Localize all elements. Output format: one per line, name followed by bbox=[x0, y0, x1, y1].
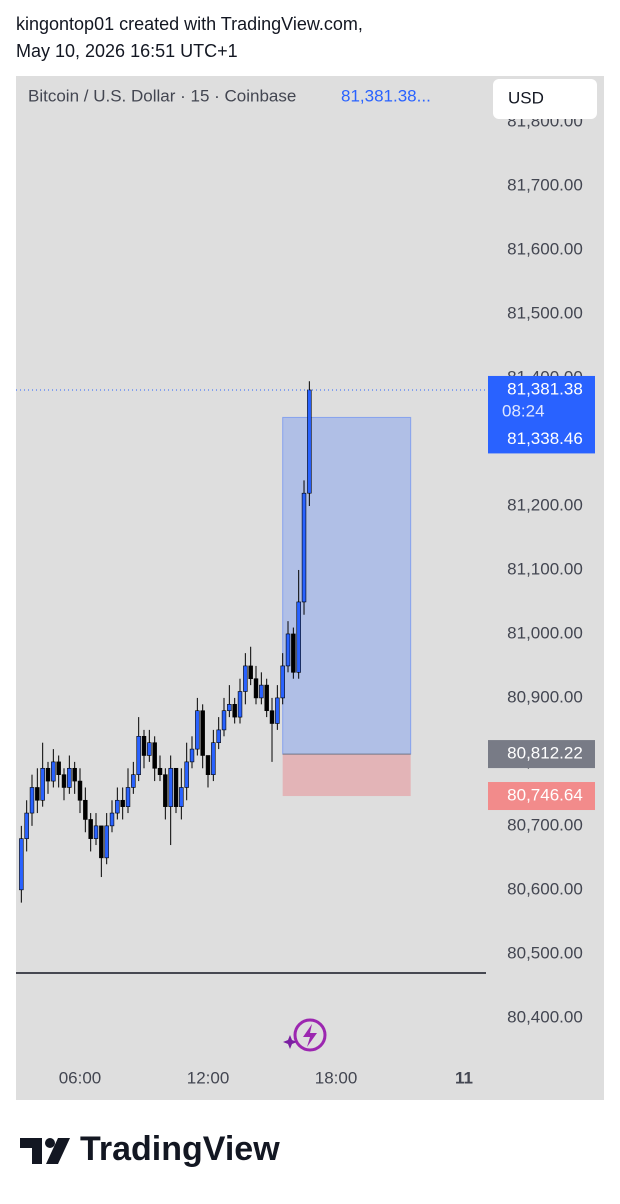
candle-body bbox=[136, 735, 141, 775]
candle-body bbox=[147, 742, 152, 756]
candle-body bbox=[237, 691, 243, 718]
candle-body bbox=[35, 787, 40, 801]
candle-body bbox=[227, 704, 232, 712]
candle-body bbox=[243, 665, 248, 692]
candle-body bbox=[291, 633, 296, 673]
candle-body bbox=[29, 787, 35, 814]
candle-body bbox=[83, 799, 88, 820]
candle-body bbox=[40, 767, 45, 801]
target-box bbox=[488, 425, 595, 454]
current-price-box bbox=[488, 375, 595, 426]
candle-body bbox=[163, 774, 168, 807]
candle-body bbox=[77, 780, 83, 801]
candle-body bbox=[141, 735, 147, 756]
candle-body bbox=[109, 812, 115, 827]
current-price-label: 81,381.38 bbox=[507, 379, 583, 398]
x-tick-label: 06:00 bbox=[59, 1068, 102, 1087]
candle-body bbox=[131, 774, 136, 788]
candle-body bbox=[205, 755, 211, 775]
y-tick-label: 81,700.00 bbox=[507, 176, 583, 195]
y-tick-label: 80,500.00 bbox=[507, 943, 583, 962]
candle-body bbox=[61, 774, 67, 788]
candle-body bbox=[259, 684, 264, 699]
candle-body bbox=[189, 748, 195, 763]
candle-body bbox=[67, 767, 72, 788]
candle-body bbox=[72, 767, 77, 782]
header-line: kingontop01 created with TradingView.com… bbox=[16, 14, 363, 34]
currency-label: USD bbox=[508, 88, 544, 107]
candle-body bbox=[173, 767, 179, 807]
candle-body bbox=[45, 767, 51, 782]
candle-body bbox=[99, 825, 104, 859]
y-tick-label: 81,600.00 bbox=[507, 240, 583, 259]
candle-body bbox=[200, 710, 205, 756]
x-tick-label: 11 bbox=[455, 1068, 473, 1087]
candle-body bbox=[104, 825, 109, 859]
y-tick-label: 81,200.00 bbox=[507, 495, 583, 514]
candle-body bbox=[125, 787, 131, 807]
candle-body bbox=[24, 812, 29, 839]
candle-body bbox=[93, 825, 99, 839]
stop-label: 80,746.64 bbox=[507, 786, 583, 805]
x-tick-label: 12:00 bbox=[187, 1068, 230, 1087]
candle-body bbox=[285, 633, 291, 667]
candle-body bbox=[275, 697, 280, 724]
candle-body bbox=[168, 767, 173, 807]
target-label: 81,338.46 bbox=[507, 429, 583, 448]
tradingview-logo-mark bbox=[20, 1138, 70, 1164]
currency-button[interactable] bbox=[493, 79, 597, 119]
legend-band bbox=[16, 77, 486, 117]
y-tick-label: 80,900.00 bbox=[507, 687, 583, 706]
candle-body bbox=[253, 678, 259, 699]
candle-body bbox=[88, 819, 93, 839]
lightning-icon[interactable] bbox=[283, 1018, 327, 1052]
candle-body bbox=[307, 389, 312, 494]
y-tick-label: 80,600.00 bbox=[507, 879, 583, 898]
stop-box bbox=[488, 782, 595, 811]
candle-body bbox=[115, 799, 120, 814]
candle-body bbox=[269, 710, 275, 724]
loss-zone bbox=[282, 754, 411, 797]
y-tick-label: 81,100.00 bbox=[507, 559, 583, 578]
footer-logo: TradingView bbox=[80, 1130, 280, 1168]
entry-label: 80,812.22 bbox=[507, 744, 583, 763]
candle-body bbox=[232, 704, 237, 718]
y-tick-label: 81,500.00 bbox=[507, 304, 583, 323]
candle-body bbox=[301, 492, 307, 603]
legend-title: Bitcoin / U.S. Dollar · 15 · Coinbase bbox=[28, 86, 296, 105]
candle-body bbox=[296, 601, 301, 673]
entry-box bbox=[488, 740, 595, 769]
candle-body bbox=[56, 761, 61, 775]
chart-panel bbox=[16, 76, 604, 1100]
candle-body bbox=[216, 729, 221, 743]
candle-body bbox=[120, 799, 125, 807]
candle-body bbox=[195, 710, 200, 750]
candle-body bbox=[248, 665, 253, 680]
candle-body bbox=[280, 665, 285, 699]
header-line: May 10, 2026 16:51 UTC+1 bbox=[16, 41, 238, 61]
legend-price: 81,381.38... bbox=[341, 86, 431, 105]
candle-body bbox=[157, 767, 163, 775]
y-tick-label: 81,000.00 bbox=[507, 623, 583, 642]
x-tick-label: 18:00 bbox=[315, 1068, 358, 1087]
candle-body bbox=[264, 684, 269, 712]
candle-body bbox=[19, 838, 24, 891]
candle-body bbox=[221, 710, 227, 731]
y-tick-label: 80,400.00 bbox=[507, 1007, 583, 1026]
y-tick-label: 80,700.00 bbox=[507, 815, 583, 834]
candle-body bbox=[51, 761, 56, 782]
candle-body bbox=[211, 742, 216, 775]
candle-body bbox=[179, 787, 184, 807]
candle-body bbox=[152, 742, 157, 769]
candle-body bbox=[184, 761, 189, 788]
countdown-label: 08:24 bbox=[502, 401, 545, 420]
